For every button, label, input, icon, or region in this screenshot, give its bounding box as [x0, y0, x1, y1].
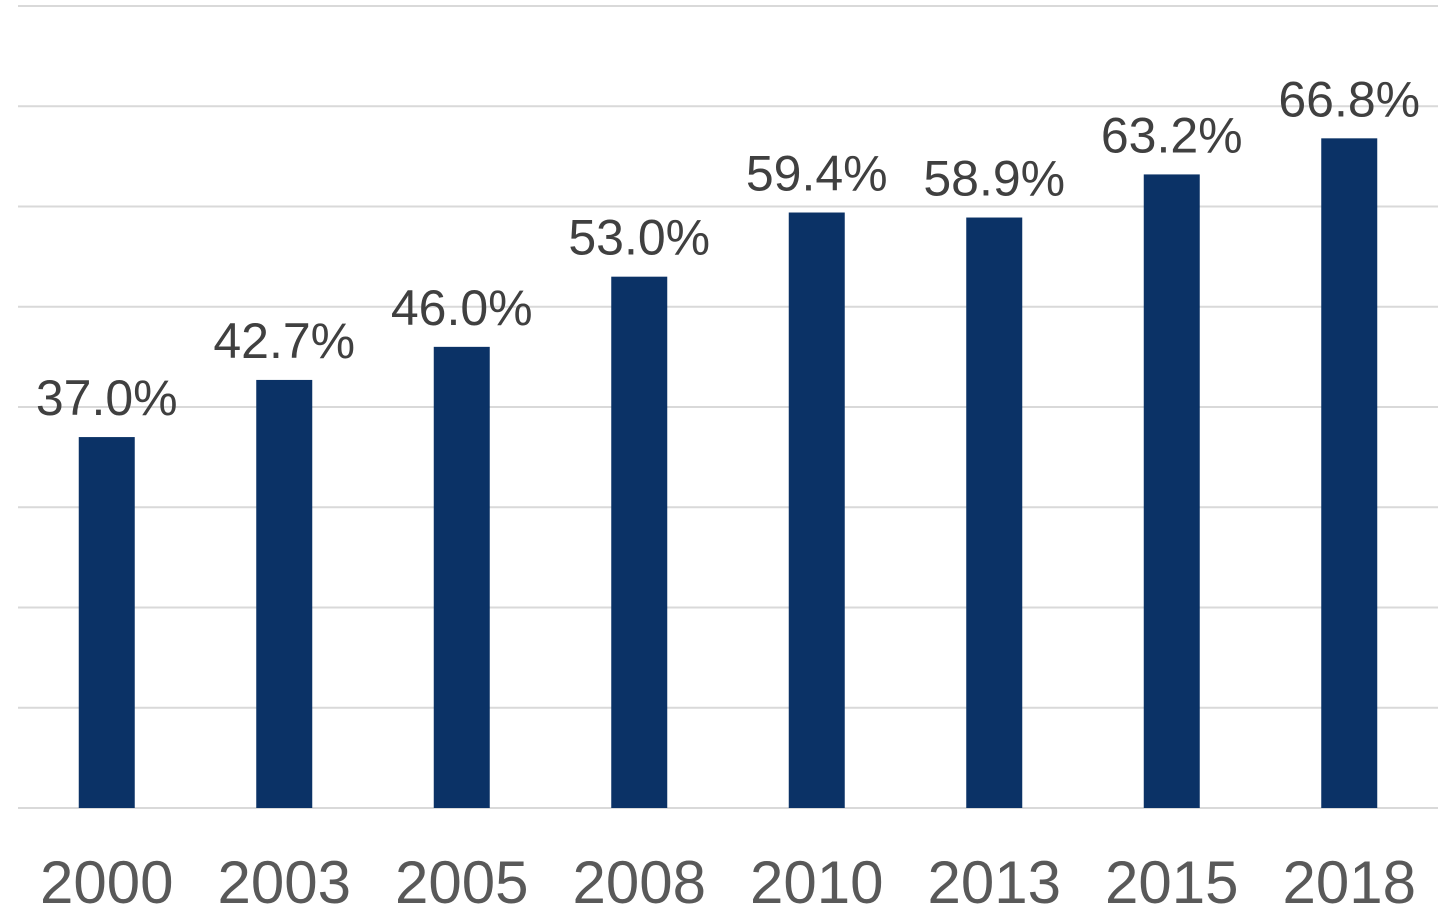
x-tick-label-2000: 2000 — [40, 849, 173, 912]
data-labels: 37.0% 42.7% 46.0% 53.0% 59.4% 58.9% 63.2% 66.8% — [36, 71, 1420, 426]
x-axis-tick-labels: 2000 2003 2005 2008 2010 2013 2015 2018 — [40, 849, 1416, 912]
bar-2003 — [256, 379, 313, 808]
gridlines — [18, 5, 1438, 809]
data-label-2010: 59.4% — [746, 146, 888, 202]
x-tick-label-2018: 2018 — [1283, 849, 1416, 912]
data-label-2013: 58.9% — [923, 151, 1065, 207]
data-label-2005: 46.0% — [391, 280, 533, 336]
bar-2013 — [966, 217, 1023, 809]
bar-2015 — [1143, 174, 1200, 809]
bar-2010 — [788, 212, 845, 808]
bar-2008 — [611, 276, 668, 808]
x-tick-label-2015: 2015 — [1105, 849, 1238, 912]
x-tick-label-2003: 2003 — [218, 849, 351, 912]
x-tick-label-2005: 2005 — [395, 849, 528, 912]
data-label-2015: 63.2% — [1101, 107, 1243, 163]
x-tick-label-2010: 2010 — [750, 849, 883, 912]
data-label-2003: 42.7% — [213, 313, 355, 369]
data-label-2008: 53.0% — [568, 210, 710, 266]
data-label-2018: 66.8% — [1278, 71, 1420, 127]
x-tick-label-2008: 2008 — [573, 849, 706, 912]
bars — [78, 138, 1378, 809]
data-label-2000: 37.0% — [36, 370, 178, 426]
x-tick-label-2013: 2013 — [928, 849, 1061, 912]
bar-2018 — [1321, 138, 1378, 808]
bar-2000 — [78, 437, 135, 808]
bar-2005 — [433, 346, 490, 808]
